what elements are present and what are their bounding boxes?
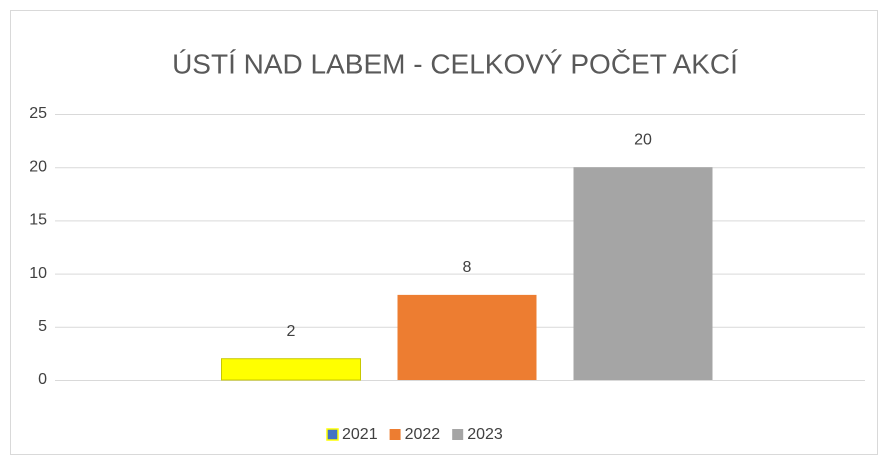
chart-title: ÚSTÍ NAD LABEM - CELKOVÝ POČET AKCÍ <box>172 48 738 79</box>
y-tick-label: 0 <box>38 371 47 388</box>
bar <box>221 358 361 381</box>
y-tick-label: 10 <box>29 265 47 282</box>
data-label: 20 <box>634 131 652 148</box>
bar <box>397 294 537 380</box>
legend-swatch <box>389 429 401 440</box>
legend-label: 2022 <box>405 426 441 443</box>
y-tick-label: 20 <box>29 158 47 175</box>
y-tick-label: 25 <box>29 105 47 122</box>
data-label: 8 <box>463 259 472 276</box>
legend-swatch <box>326 428 339 441</box>
y-tick-label: 15 <box>29 212 47 229</box>
data-label: 2 <box>287 323 296 340</box>
legend-label: 2023 <box>467 426 503 443</box>
y-tick-label: 5 <box>38 318 47 335</box>
bar <box>573 167 713 380</box>
legend-label: 2021 <box>342 426 378 443</box>
legend-swatch <box>452 429 464 440</box>
